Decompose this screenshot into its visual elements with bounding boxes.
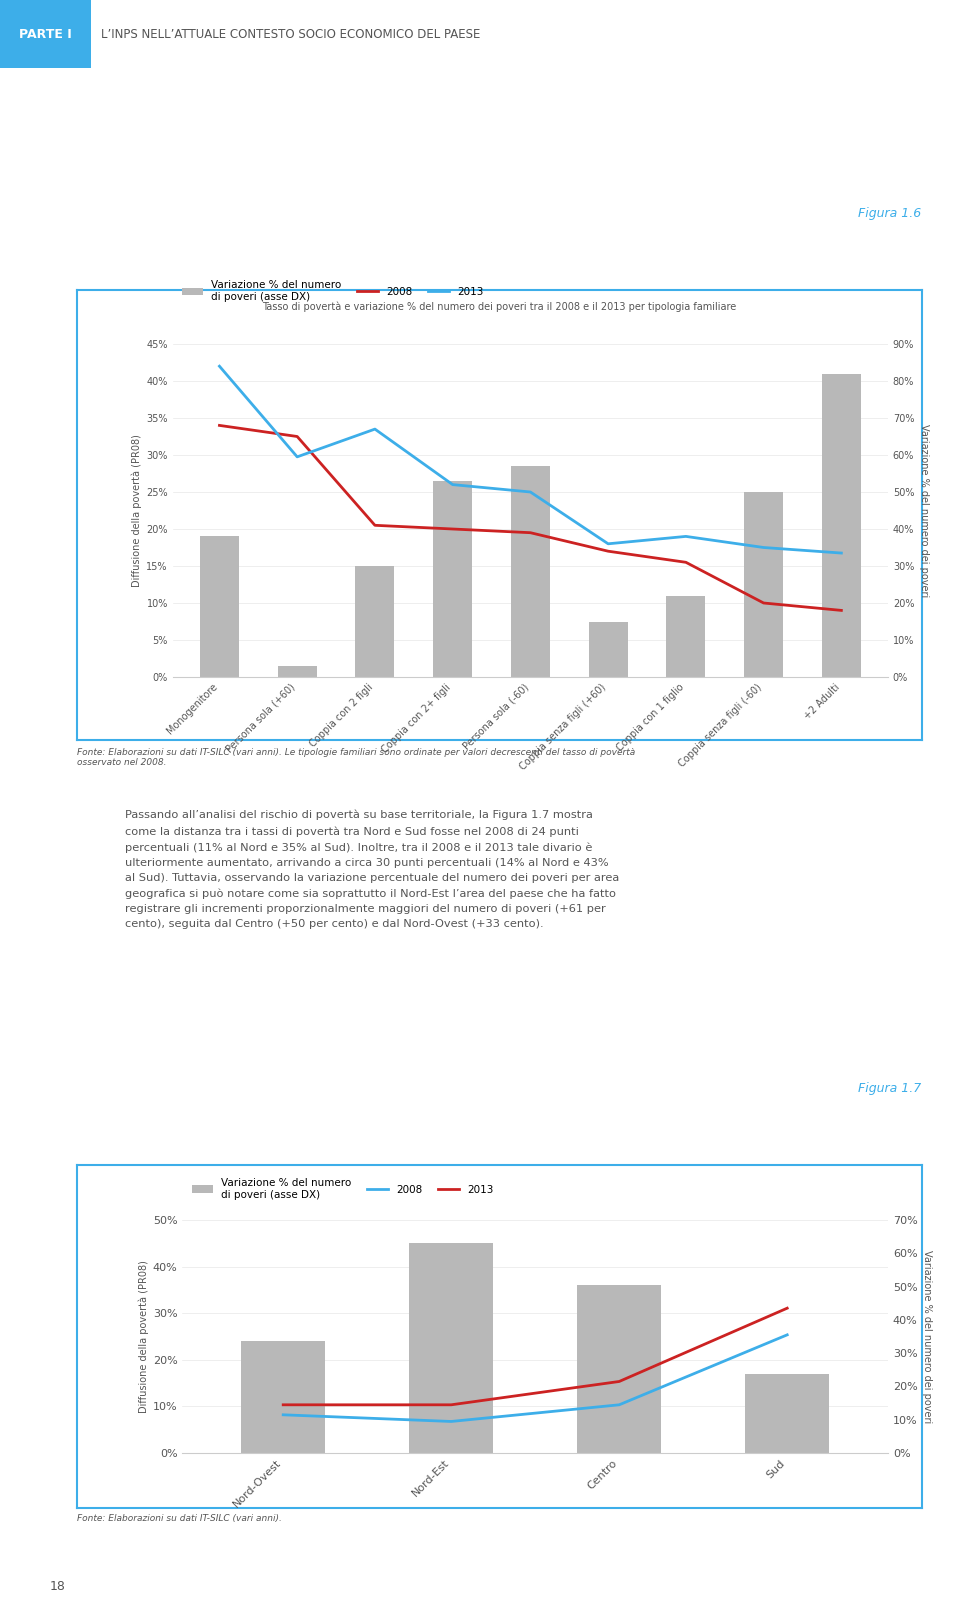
Text: POVERTÀ IN AUMENTO SOPRATTUTTO PER LE FAMIGLIE: POVERTÀ IN AUMENTO SOPRATTUTTO PER LE FA… bbox=[272, 242, 727, 258]
Text: L’INPS NELL’ATTUALE CONTESTO SOCIO ECONOMICO DEL PAESE: L’INPS NELL’ATTUALE CONTESTO SOCIO ECONO… bbox=[101, 27, 480, 40]
Bar bbox=[666, 595, 706, 677]
Y-axis label: Variazione % del numero dei poveri: Variazione % del numero dei poveri bbox=[919, 424, 928, 596]
Text: Passando all’analisi del rischio di povertà su base territoriale, la Figura 1.7 : Passando all’analisi del rischio di pove… bbox=[125, 809, 619, 930]
Text: NEL NORD-EST GLI INCREMENTI PIÙ ALTI.: NEL NORD-EST GLI INCREMENTI PIÙ ALTI. bbox=[339, 1148, 660, 1161]
Bar bbox=[822, 374, 861, 677]
Bar bbox=[0, 0, 91, 68]
Text: Tasso di povertà e variazione % del numero dei poveri tra il 2008 e il 2013 per : Tasso di povertà e variazione % del nume… bbox=[262, 301, 736, 311]
Bar bbox=[577, 1285, 661, 1452]
Bar bbox=[355, 566, 395, 677]
Y-axis label: Diffusione della povertà (PR08): Diffusione della povertà (PR08) bbox=[132, 434, 142, 587]
Text: NEL MERIDIONE QUASI UNA PERSONA SU DUE A RISCHIO DI POVERTÀ.: NEL MERIDIONE QUASI UNA PERSONA SU DUE A… bbox=[226, 1119, 773, 1133]
Text: PARTE I: PARTE I bbox=[19, 27, 72, 40]
Text: Figura 1.7: Figura 1.7 bbox=[858, 1082, 922, 1095]
Bar bbox=[588, 622, 628, 677]
Bar bbox=[241, 1341, 325, 1452]
Bar bbox=[409, 1243, 493, 1452]
Text: Figura 1.6: Figura 1.6 bbox=[858, 208, 922, 221]
Bar bbox=[511, 466, 550, 677]
Legend: Variazione % del numero
di poveri (asse DX), 2008, 2013: Variazione % del numero di poveri (asse … bbox=[178, 276, 488, 306]
Bar bbox=[200, 537, 239, 677]
Text: Fonte: Elaborazioni su dati IT-SILC (vari anni). Le tipologie familiari sono ord: Fonte: Elaborazioni su dati IT-SILC (var… bbox=[77, 748, 636, 767]
Bar bbox=[744, 492, 783, 677]
Y-axis label: Diffusione della povertà (PR08): Diffusione della povertà (PR08) bbox=[138, 1261, 149, 1414]
Y-axis label: Variazione % del numero dei poveri: Variazione % del numero dei poveri bbox=[922, 1249, 932, 1423]
Bar bbox=[745, 1373, 829, 1452]
Text: TRADIZIONALMENTE A BASSO RISCHIO: TRADIZIONALMENTE A BASSO RISCHIO bbox=[340, 271, 659, 285]
Legend: Variazione % del numero
di poveri (asse DX), 2008, 2013: Variazione % del numero di poveri (asse … bbox=[187, 1174, 497, 1204]
Text: 18: 18 bbox=[50, 1580, 65, 1593]
Bar bbox=[277, 666, 317, 677]
Text: Fonte: Elaborazioni su dati IT-SILC (vari anni).: Fonte: Elaborazioni su dati IT-SILC (var… bbox=[77, 1515, 281, 1523]
Bar bbox=[433, 480, 472, 677]
